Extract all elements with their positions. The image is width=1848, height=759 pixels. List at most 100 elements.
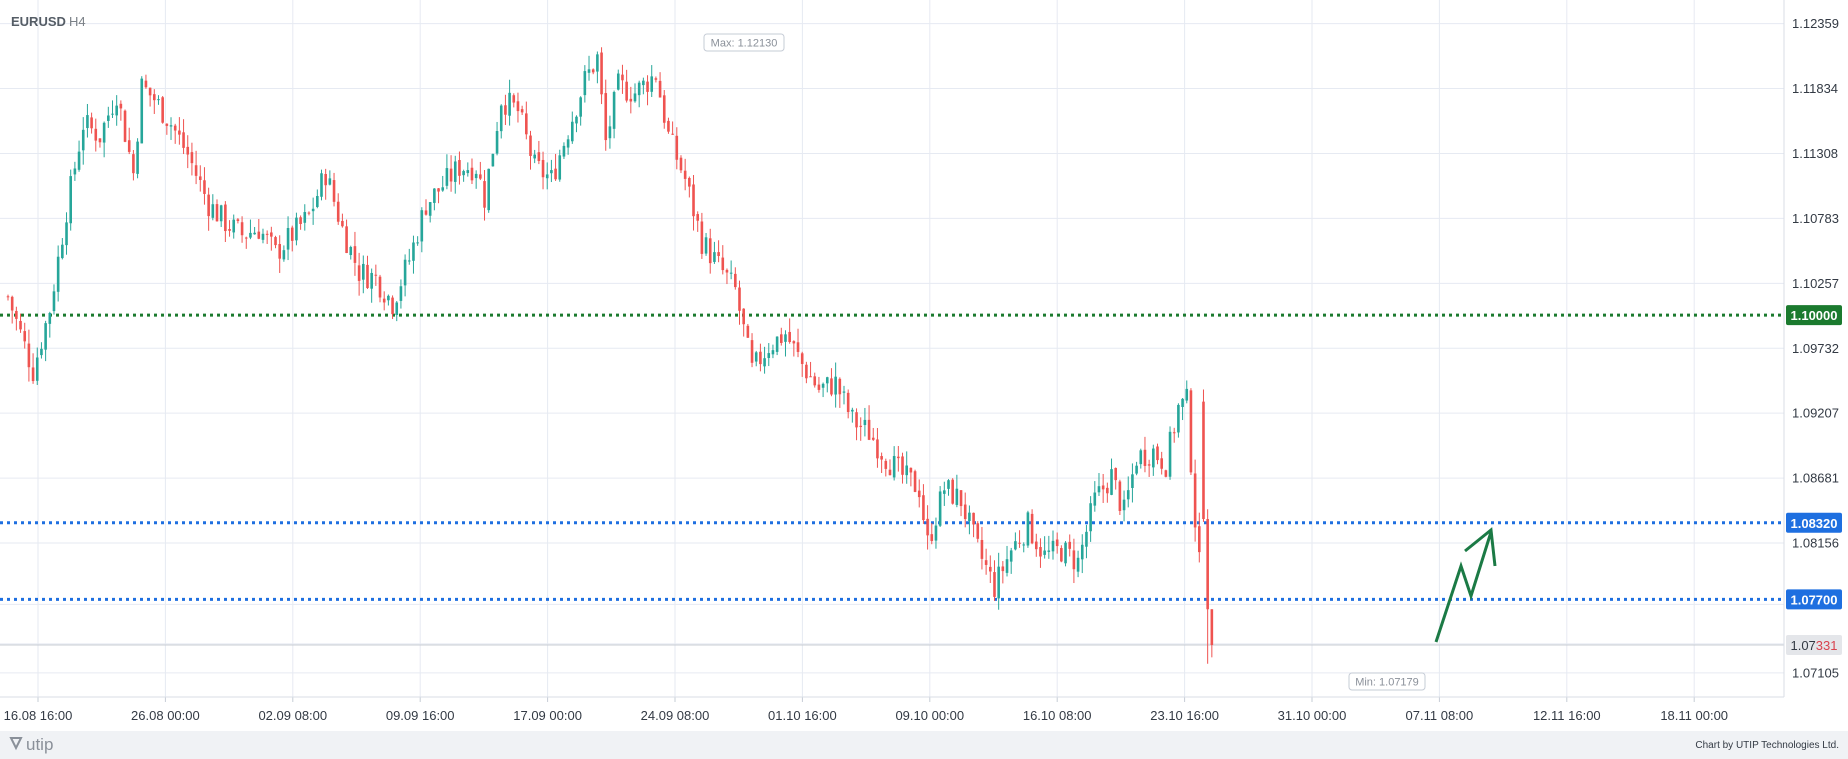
candle-body bbox=[650, 76, 654, 92]
candle-body bbox=[403, 259, 407, 286]
candle-body bbox=[571, 121, 574, 142]
candle-body bbox=[127, 140, 131, 152]
candle-body bbox=[65, 222, 68, 246]
candle-body bbox=[1043, 550, 1046, 555]
candle-body bbox=[545, 174, 549, 179]
candle-body bbox=[1164, 470, 1168, 477]
candle-body bbox=[1198, 526, 1201, 553]
time-axis[interactable]: 16.08 16:00 26.08 00:00 02.09 08:00 09.09 1… bbox=[0, 696, 1784, 723]
candle-body bbox=[612, 92, 616, 129]
candle-body bbox=[240, 222, 244, 236]
time-tick-label: 01.10 16:00 bbox=[768, 708, 837, 723]
candle-body bbox=[6, 296, 10, 298]
candle-body bbox=[115, 105, 118, 116]
candle-body bbox=[236, 219, 240, 221]
candle-body bbox=[1206, 519, 1209, 610]
price-tick-label: 1.11308 bbox=[1792, 146, 1838, 161]
candle-body bbox=[1110, 469, 1113, 495]
candle-body bbox=[69, 176, 72, 224]
candle-body bbox=[1047, 550, 1051, 552]
candle-body bbox=[249, 232, 252, 238]
candle-body bbox=[153, 94, 156, 101]
candle-body bbox=[951, 479, 954, 504]
chart-title: EURUSD H4 bbox=[11, 14, 86, 29]
candle-body bbox=[265, 233, 269, 235]
candle-body bbox=[94, 128, 98, 141]
candle-body bbox=[1076, 557, 1080, 572]
candle-body bbox=[215, 204, 219, 222]
chart-credit: Chart by UTIP Technologies Ltd. bbox=[1695, 740, 1839, 751]
candle-body bbox=[1143, 449, 1147, 466]
candle-body bbox=[495, 131, 499, 154]
candle-body bbox=[579, 97, 582, 117]
candle-body bbox=[654, 78, 658, 80]
price-tick-label: 1.09732 bbox=[1792, 341, 1839, 356]
candle-body bbox=[219, 205, 223, 222]
candle-body bbox=[378, 276, 382, 298]
candle-body bbox=[775, 336, 779, 352]
candle-body bbox=[621, 74, 624, 81]
candle-body bbox=[466, 170, 470, 174]
candle-body bbox=[1085, 531, 1088, 547]
candle-body bbox=[658, 80, 662, 98]
candle-body bbox=[905, 465, 908, 476]
candle-body bbox=[178, 130, 181, 135]
candle-body bbox=[1060, 547, 1063, 562]
candle-body bbox=[989, 566, 992, 572]
candle-body bbox=[190, 152, 194, 164]
candle-body bbox=[558, 155, 562, 180]
candle-body bbox=[566, 139, 570, 148]
candle-body bbox=[1193, 473, 1197, 528]
candle-body bbox=[646, 81, 649, 92]
candle-body bbox=[1181, 398, 1184, 407]
candle-body bbox=[453, 161, 457, 182]
candle-body bbox=[1160, 458, 1163, 469]
candle-body bbox=[800, 353, 804, 364]
candle-body bbox=[997, 566, 1000, 599]
candle-body bbox=[750, 340, 754, 363]
candle-body bbox=[1118, 481, 1122, 511]
candle-body bbox=[412, 242, 415, 261]
candle-body bbox=[805, 364, 808, 379]
candle-body bbox=[48, 312, 52, 324]
time-tick-label: 16.10 08:00 bbox=[1023, 708, 1092, 723]
current-price-label: 1.07331 bbox=[1790, 638, 1837, 653]
candle-body bbox=[780, 334, 783, 343]
candle-body bbox=[1114, 467, 1117, 481]
candle-body bbox=[169, 125, 173, 127]
candle-body bbox=[516, 101, 520, 112]
candle-body bbox=[1030, 513, 1034, 544]
candle-body bbox=[362, 263, 365, 280]
candle-body bbox=[311, 208, 315, 212]
level-price-label: 1.07700 bbox=[1791, 592, 1838, 607]
candle-body bbox=[504, 105, 507, 115]
candle-body bbox=[813, 376, 817, 386]
candle-body bbox=[332, 180, 336, 202]
candle-body bbox=[449, 168, 453, 182]
candle-body bbox=[855, 412, 858, 428]
candle-body bbox=[909, 467, 913, 473]
candle-body bbox=[976, 523, 980, 539]
candle-body bbox=[917, 490, 921, 498]
candle-body bbox=[140, 78, 144, 144]
candle-body bbox=[963, 504, 967, 520]
candle-body bbox=[1026, 512, 1030, 546]
candle-body bbox=[307, 212, 311, 214]
candle-body bbox=[968, 512, 971, 521]
candle-body bbox=[336, 201, 340, 222]
candle-body bbox=[596, 54, 599, 72]
candle-body bbox=[27, 343, 31, 368]
candle-body bbox=[671, 133, 674, 135]
candle-body bbox=[897, 456, 900, 459]
candle-body bbox=[533, 154, 536, 159]
candle-body bbox=[625, 81, 628, 101]
time-tick-label: 24.09 08:00 bbox=[641, 708, 710, 723]
candle-body bbox=[299, 217, 302, 225]
candle-body bbox=[56, 256, 60, 292]
time-tick-label: 18.11 00:00 bbox=[1660, 708, 1728, 723]
price-axis[interactable]: 1.12359 1.11834 1.11308 1.10783 1.10257 1.097… bbox=[1783, 0, 1842, 697]
candle-body bbox=[696, 214, 699, 221]
candle-body bbox=[825, 377, 829, 384]
time-tick-label: 17.09 00:00 bbox=[513, 708, 582, 723]
